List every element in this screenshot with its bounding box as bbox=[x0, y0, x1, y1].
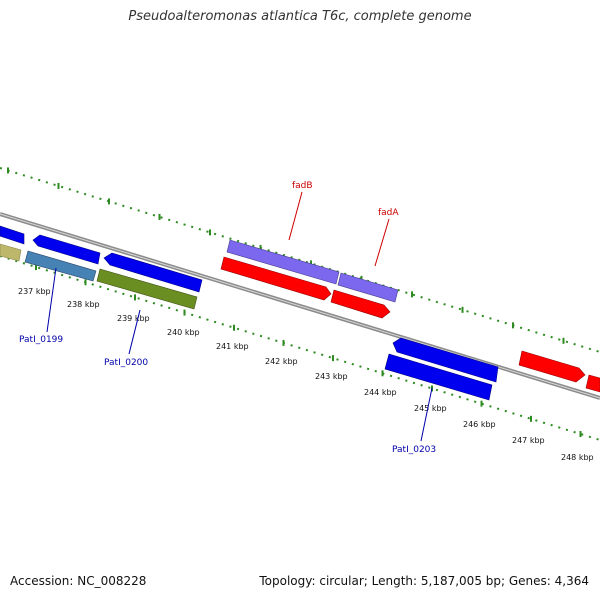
leader-patl-0200 bbox=[128, 309, 141, 355]
gene-blue-patl-0203[interactable] bbox=[384, 353, 493, 401]
gene-steel-patl-0199[interactable] bbox=[24, 250, 97, 282]
gene-labels: fadB fadA PatI_0199 PatI_0200 PatI_0203 bbox=[19, 181, 436, 455]
gene-red-right-1[interactable] bbox=[518, 350, 586, 383]
scale-label-246: 246 kbp bbox=[463, 420, 496, 429]
gene-purple-fadb[interactable] bbox=[226, 239, 340, 285]
label-patl-0200[interactable]: PatI_0200 bbox=[104, 358, 148, 368]
gene-red-fadb[interactable] bbox=[220, 256, 332, 301]
leader-fada bbox=[374, 218, 390, 267]
label-fada[interactable]: fadA bbox=[378, 208, 399, 218]
gene-blue-left-edge[interactable] bbox=[0, 225, 25, 245]
scale-label-237: 237 kbp bbox=[18, 287, 51, 296]
label-patl-0203[interactable]: PatI_0203 bbox=[392, 445, 436, 455]
scale-label-243: 243 kbp bbox=[315, 372, 348, 381]
scale-label-240: 240 kbp bbox=[167, 328, 200, 337]
accession-text: Accession: NC_008228 bbox=[10, 574, 147, 588]
gene-olive[interactable] bbox=[96, 268, 198, 310]
gene-blue-2[interactable] bbox=[32, 234, 101, 265]
scale-label-239: 239 kbp bbox=[117, 314, 150, 323]
scale-label-245: 245 kbp bbox=[414, 404, 447, 413]
label-patl-0199[interactable]: PatI_0199 bbox=[19, 335, 63, 345]
leader-fadb bbox=[288, 191, 303, 241]
genome-summary-text: Topology: circular; Length: 5,187,005 bp… bbox=[259, 574, 589, 588]
lower-scale-ticks bbox=[35, 264, 582, 438]
scale-label-242: 242 kbp bbox=[265, 357, 298, 366]
gene-khaki-left-edge[interactable] bbox=[0, 243, 22, 262]
gene-blue-3[interactable] bbox=[392, 337, 499, 383]
scale-label-244: 244 kbp bbox=[364, 388, 397, 397]
label-leaders bbox=[46, 191, 433, 442]
gene-blue-patl-0200[interactable] bbox=[103, 252, 203, 293]
gene-purple-fada[interactable] bbox=[337, 272, 399, 303]
gene-red-fada[interactable] bbox=[330, 289, 391, 319]
scale-label-247: 247 kbp bbox=[512, 436, 545, 445]
scale-label-238: 238 kbp bbox=[67, 300, 100, 309]
scale-labels: 237 kbp 238 kbp 239 kbp 240 kbp 241 kbp … bbox=[18, 287, 594, 462]
upper-scale-dots bbox=[0, 167, 600, 353]
leader-patl-0199 bbox=[46, 267, 57, 333]
forward-strand-genes bbox=[0, 225, 499, 383]
lower-scale-dots bbox=[0, 255, 600, 441]
gene-red-right-2[interactable] bbox=[585, 374, 600, 393]
reverse-strand-genes bbox=[0, 243, 600, 401]
leader-patl-0203 bbox=[420, 387, 433, 442]
label-fadb[interactable]: fadB bbox=[292, 181, 313, 191]
scale-label-248: 248 kbp bbox=[561, 453, 594, 462]
map-title: Pseudoalteromonas atlantica T6c, complet… bbox=[128, 9, 472, 24]
backbone-inner bbox=[0, 213, 600, 399]
scale-label-241: 241 kbp bbox=[216, 342, 249, 351]
